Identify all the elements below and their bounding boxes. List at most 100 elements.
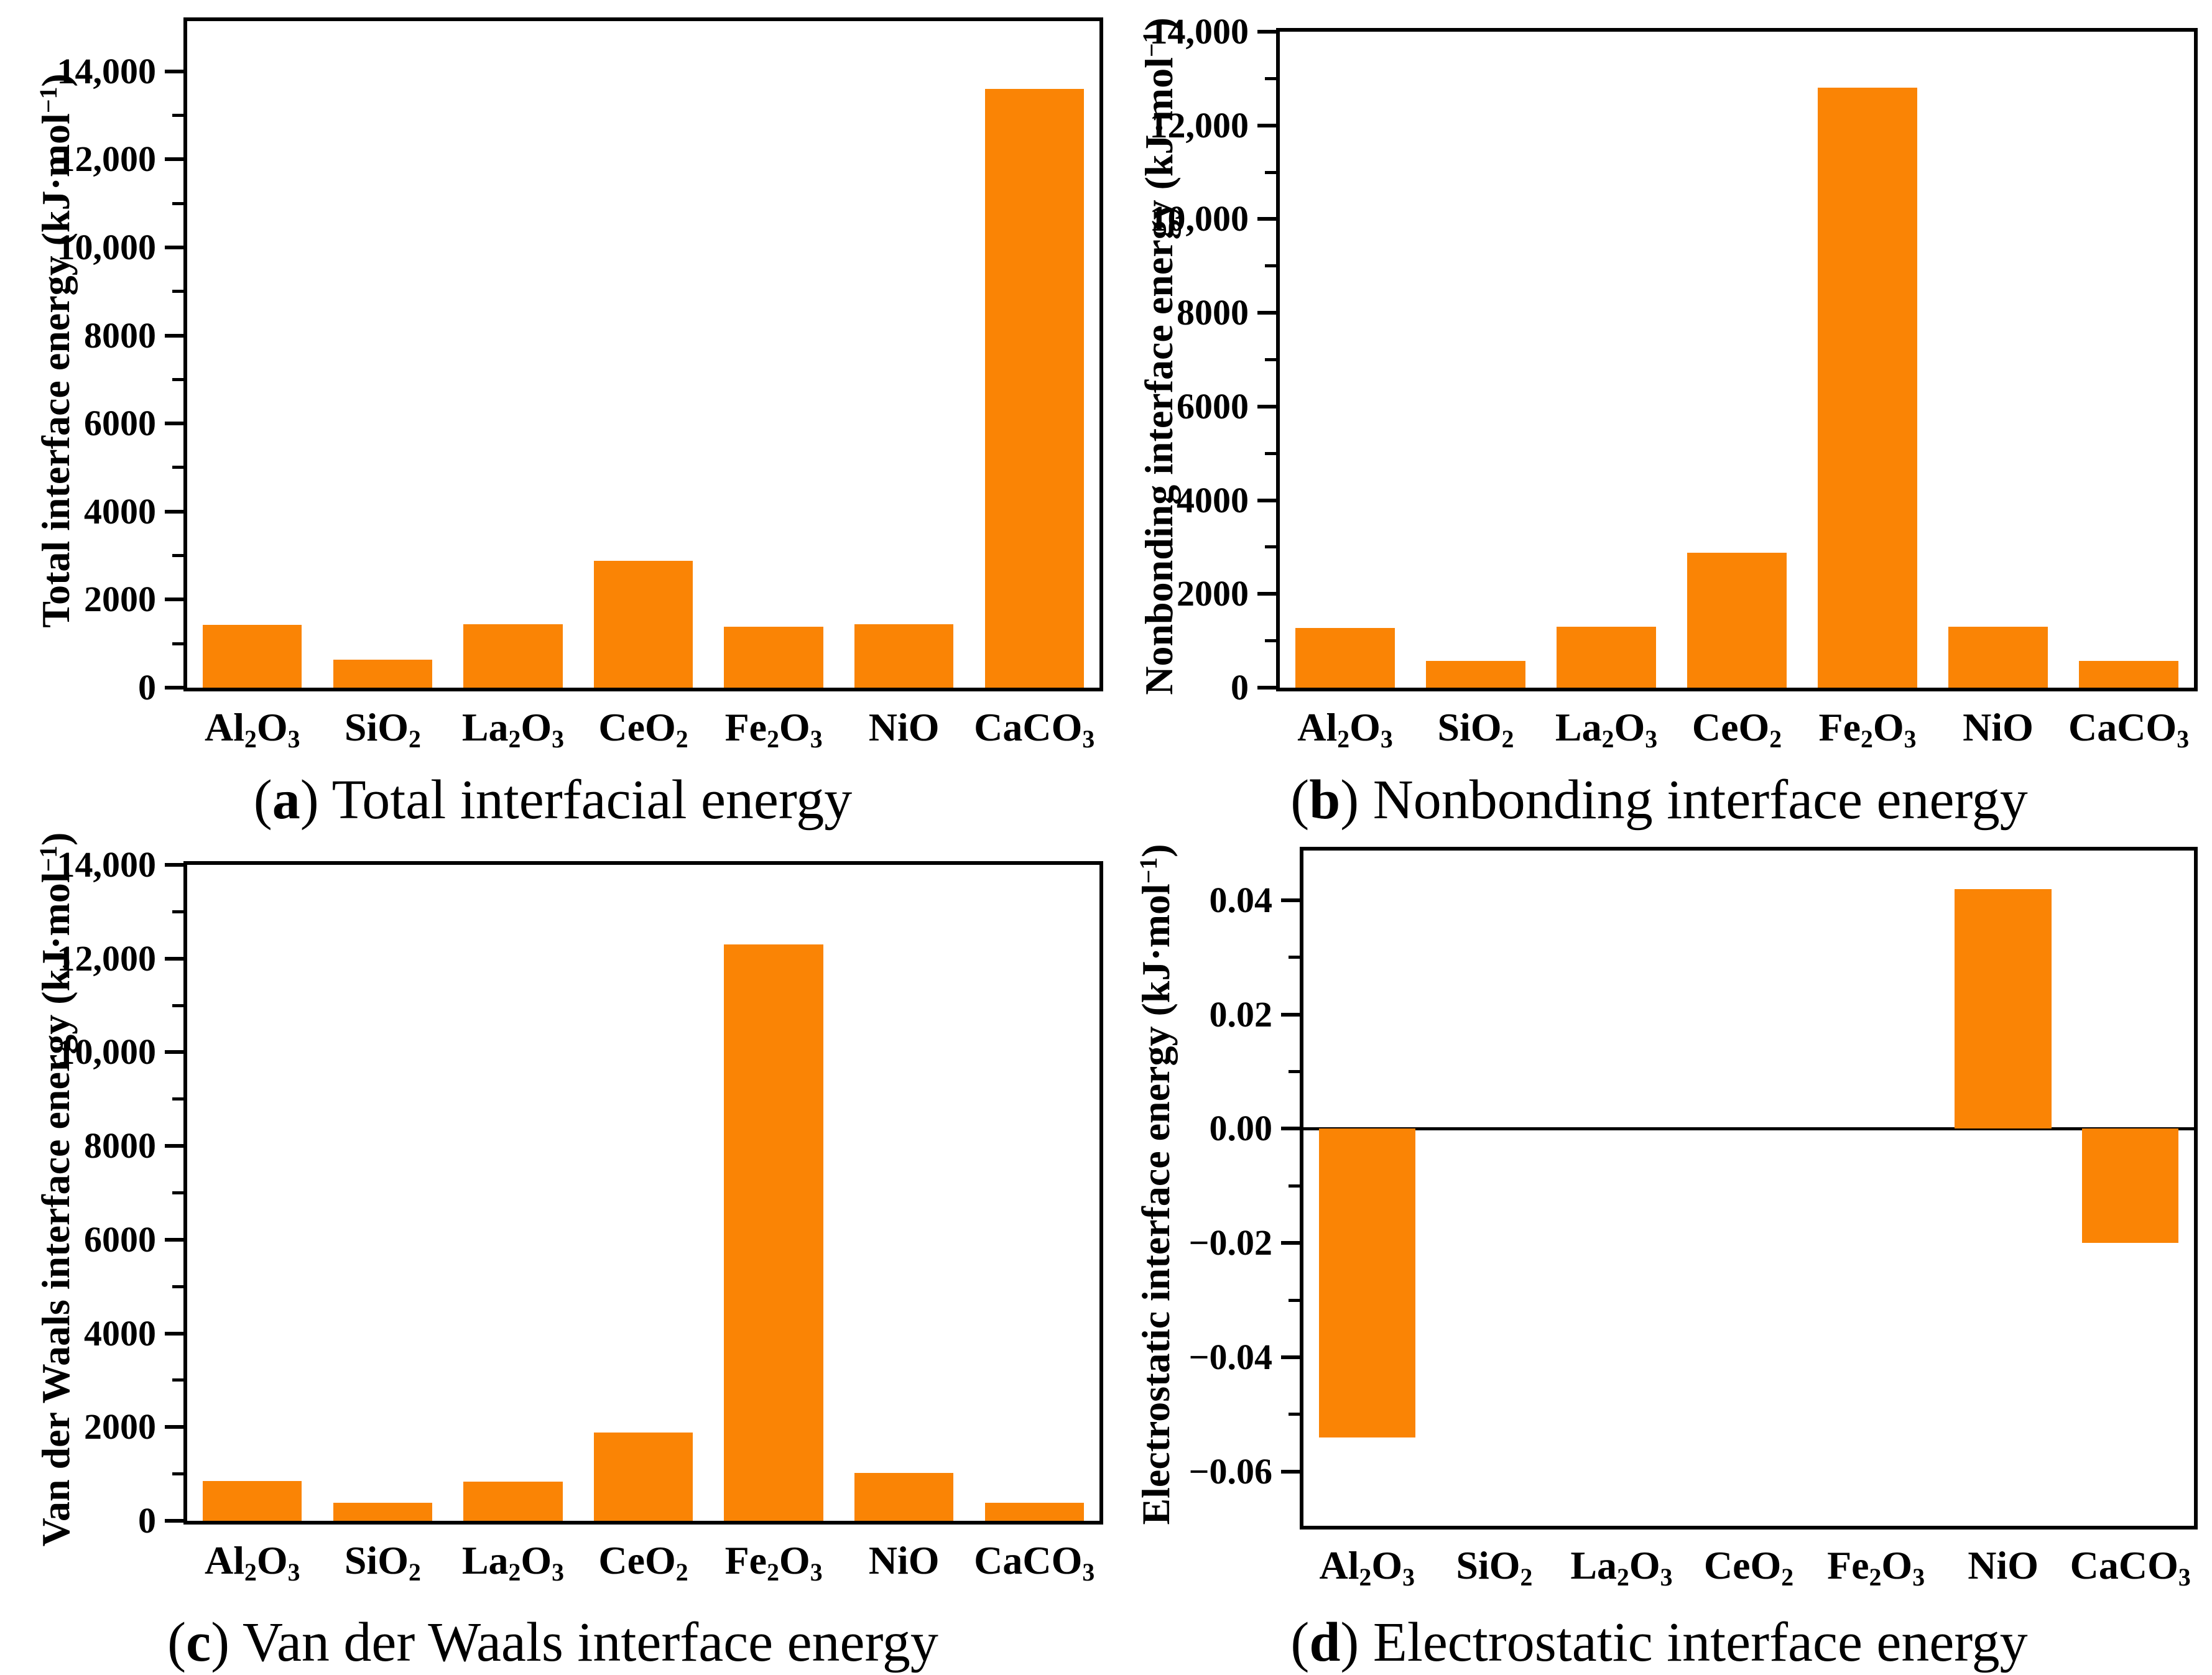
bar-ceo2 (1687, 552, 1787, 688)
y-tick-major (165, 956, 183, 961)
y-tick-label: −0.06 (1188, 1451, 1272, 1492)
y-tick-label: 0 (1231, 667, 1249, 708)
y-axis-title: Electrostatic interface energy (kJ·mol−1… (1134, 844, 1178, 1525)
text: Fe (724, 1538, 767, 1582)
y-tick-major (1257, 123, 1276, 127)
text: Al (1319, 1543, 1359, 1587)
y-tick-label: 14,000 (1149, 11, 1249, 52)
y-tick-label: 8000 (84, 315, 156, 356)
panel-electrostatic-interface-energy: Electrostatic interface energy (kJ·mol−1… (1106, 834, 2212, 1673)
y-tick-minor (172, 1285, 183, 1288)
text: O (1881, 1543, 1913, 1587)
bar-ceo2 (593, 561, 693, 688)
y-tick-minor (1265, 264, 1276, 268)
y-tick-major (165, 1050, 183, 1054)
bar-nio (1948, 627, 2048, 688)
caption-paren: ) (1340, 1612, 1359, 1673)
text: O (521, 1538, 552, 1582)
text: CaCO (974, 1538, 1083, 1582)
y-tick-major (1281, 898, 1300, 902)
y-tick-label: 4000 (84, 1313, 156, 1354)
y-tick-minor (1265, 639, 1276, 643)
y-tick-major (165, 509, 183, 514)
caption-paren: ( (1290, 769, 1310, 831)
caption-text: Van der Waals interface energy (229, 1612, 938, 1673)
y-tick-major (165, 245, 183, 249)
bar-fe2o3 (724, 944, 823, 1521)
bar-caco3 (2079, 661, 2178, 688)
sub-text: 2 (244, 1559, 257, 1587)
x-tick-label: CaCO3 (969, 1538, 1099, 1585)
text: Electrostatic interface energy (kJ·mol (1134, 884, 1178, 1525)
text: SiO (344, 705, 409, 749)
text: O (1614, 705, 1645, 749)
y-tick-major (1281, 1241, 1300, 1245)
y-tick-minor (172, 1097, 183, 1101)
y-tick-major (165, 598, 183, 602)
x-tick-label: CeO2 (578, 1538, 709, 1585)
text: O (256, 705, 288, 749)
panel-caption: (a) Total interfacial energy (0, 768, 1106, 833)
bar-nio (854, 624, 954, 688)
sub-text: 3 (2177, 726, 2190, 754)
y-tick-label: 10,000 (57, 1031, 157, 1073)
y-tick-major (1281, 1469, 1300, 1474)
text: SiO (1437, 705, 1502, 749)
y-tick-major (165, 1144, 183, 1148)
caption-letter: b (1309, 769, 1341, 831)
y-tick-major (1257, 311, 1276, 315)
sub-text: 3 (287, 726, 300, 754)
x-tick-label: Al2O3 (1280, 708, 1410, 752)
sub-text: 3 (810, 726, 823, 754)
bar-la2o3 (463, 1482, 563, 1521)
text: O (1629, 1543, 1660, 1587)
x-tick-label: CaCO3 (2066, 1546, 2194, 1590)
caption-paren: ) (300, 769, 319, 831)
sub-text: 3 (1904, 726, 1917, 754)
y-tick-major (165, 1237, 183, 1242)
y-tick-major (1257, 30, 1276, 34)
panel-caption: (d) Electrostatic interface energy (1106, 1610, 2212, 1675)
y-tick-minor (1265, 545, 1276, 549)
text: La (1570, 1543, 1617, 1587)
text: Fe (724, 705, 767, 749)
y-tick-minor (172, 290, 183, 293)
bar-la2o3 (1557, 627, 1656, 688)
text: ) (34, 832, 78, 846)
text: CeO (598, 1538, 676, 1582)
y-tick-major (1281, 1127, 1300, 1131)
sub-text: 3 (1402, 1564, 1415, 1592)
x-tick-label: CeO2 (1685, 1543, 1813, 1590)
y-tick-major (1257, 498, 1276, 502)
y-tick-minor (1265, 170, 1276, 174)
y-tick-label: 12,000 (1149, 104, 1249, 145)
text: SiO (344, 1538, 409, 1582)
text: CeO (1703, 1543, 1782, 1587)
text: Total interface energy (kJ·mol (34, 113, 78, 628)
text: La (461, 1538, 509, 1582)
x-tick-label: Al2O3 (1303, 1543, 1431, 1590)
sub-text: 2 (508, 1559, 521, 1587)
sub-text: 2 (1501, 726, 1514, 754)
y-tick-label: 14,000 (57, 844, 157, 885)
x-tick-label: Fe2O3 (708, 705, 839, 752)
y-tick-minor (172, 642, 183, 645)
y-tick-minor (172, 377, 183, 381)
sub-text: 2 (767, 726, 779, 754)
y-tick-label: 6000 (84, 1219, 156, 1260)
bar-ceo2 (593, 1432, 693, 1521)
text: NiO (868, 705, 940, 749)
text: NiO (1968, 1543, 2039, 1587)
y-tick-label: 2000 (84, 579, 156, 620)
y-tick-minor (1289, 956, 1300, 959)
y-tick-major (165, 333, 183, 338)
y-tick-major (1281, 1355, 1300, 1359)
bar-caco3 (984, 1503, 1084, 1521)
caption-text: Electrostatic interface energy (1359, 1612, 2028, 1673)
x-tick-label: CaCO3 (969, 708, 1099, 752)
x-tick-label: Fe2O3 (1812, 1543, 1940, 1590)
text: CeO (598, 705, 676, 749)
y-tick-major (1281, 1012, 1300, 1017)
x-tick-label: La2O3 (1558, 1543, 1685, 1590)
